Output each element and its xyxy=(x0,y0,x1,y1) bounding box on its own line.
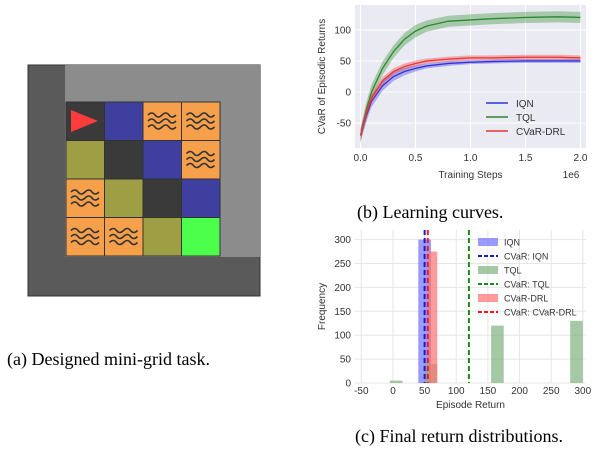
wave-icon xyxy=(70,227,100,234)
x-tick-label: 1.5 xyxy=(519,153,533,164)
x-tick-label: 100 xyxy=(448,386,465,397)
wave-icon xyxy=(185,112,216,118)
x-tick-label: 0.0 xyxy=(354,153,368,164)
wave-icon xyxy=(185,156,216,163)
series-line-iqn xyxy=(359,60,581,136)
gridworld-figure xyxy=(27,64,261,297)
hist-bar-cvar-drl xyxy=(427,251,438,383)
wave-icon xyxy=(108,239,139,246)
grid-cell-olive xyxy=(104,178,144,218)
x-tick-label: -50 xyxy=(354,386,369,397)
wave-icon xyxy=(185,124,216,130)
y-tick-label: 100 xyxy=(334,331,351,342)
wave-icon xyxy=(147,112,177,118)
legend-label: IQN xyxy=(504,238,520,248)
y-tick-label: 0 xyxy=(345,88,351,99)
legend-swatch xyxy=(478,266,498,274)
grid-cell-blue xyxy=(181,178,221,218)
wave-icon xyxy=(70,233,100,240)
x-tick-label: 2.0 xyxy=(574,153,588,164)
agent-triangle-icon xyxy=(71,110,98,132)
y-tick-label: 50 xyxy=(340,56,352,67)
grid-cell-green xyxy=(181,217,221,257)
x-tick-label: 200 xyxy=(511,386,528,397)
y-tick-label: 250 xyxy=(334,259,351,270)
legend-label: TQL xyxy=(504,266,522,276)
caption-c: (c) Final return distributions. xyxy=(355,426,563,446)
plot-area xyxy=(355,230,586,383)
x-tick-label: 1.0 xyxy=(464,153,478,164)
legend-label: CVaR: TQL xyxy=(504,280,550,290)
wave-icon xyxy=(147,118,177,124)
hist-bar-tql xyxy=(389,380,403,383)
legend-label: TQL xyxy=(516,113,536,124)
legend-label: CVaR: IQN xyxy=(504,252,548,262)
wave-icon xyxy=(70,201,100,207)
y-tick-label: -50 xyxy=(337,119,352,130)
y-tick-label: 300 xyxy=(334,235,351,246)
grid-cell-black xyxy=(104,140,144,180)
y-tick-label: 100 xyxy=(334,25,351,36)
learning-curves-chart: -50 0 50 100 0.0 0.5 1.0 1.5 2.0 1e6 Training Step… xyxy=(317,5,588,181)
y-axis-label: CVaR of Episodic Returns xyxy=(317,19,328,134)
caption-a: (a) Designed mini-grid task. xyxy=(7,349,210,369)
y-tick-label: 50 xyxy=(340,355,352,366)
legend-swatch xyxy=(478,238,498,246)
wave-icon xyxy=(185,162,216,169)
wave-icon xyxy=(70,239,100,246)
grid-cell-blue xyxy=(104,101,144,141)
y-axis-label: Frequency xyxy=(317,283,328,330)
wave-icon xyxy=(70,195,100,201)
y-tick-label: 200 xyxy=(334,283,351,294)
wave-icon xyxy=(108,233,139,240)
grid-cell-olive xyxy=(65,140,105,180)
x-axis-label: Training Steps xyxy=(438,170,502,181)
x-tick-label: 250 xyxy=(543,386,560,397)
legend-label: CVaR: CVaR-DRL xyxy=(504,308,577,318)
legend-swatch xyxy=(478,294,498,302)
hist-bar-tql xyxy=(570,320,583,383)
y-tick-label: 0 xyxy=(345,379,351,390)
x-tick-label: 0.5 xyxy=(409,153,423,164)
grid-cell-black xyxy=(142,178,182,218)
legend-label: CVaR-DRL xyxy=(504,294,548,304)
legend-label: CVaR-DRL xyxy=(516,127,566,138)
y-tick-label: 150 xyxy=(334,307,351,318)
wave-icon xyxy=(70,189,100,195)
x-tick-label: 50 xyxy=(419,386,431,397)
x-axis-label: Episode Return xyxy=(436,400,505,411)
series-line-tql xyxy=(359,16,581,136)
x-tick-label: 0 xyxy=(390,386,396,397)
series-line-cvar-drl xyxy=(359,56,581,136)
wave-icon xyxy=(185,118,216,124)
x-tick-label: 150 xyxy=(480,386,497,397)
wave-icon xyxy=(108,227,139,234)
x-offset-label: 1e6 xyxy=(563,170,580,181)
wave-icon xyxy=(185,150,216,157)
legend-label: IQN xyxy=(516,99,534,110)
x-tick-label: 300 xyxy=(574,386,591,397)
caption-b: (b) Learning curves. xyxy=(357,202,504,222)
wave-icon xyxy=(147,124,177,130)
hist-bar-tql xyxy=(491,325,504,383)
grid-cell-olive xyxy=(142,217,182,257)
